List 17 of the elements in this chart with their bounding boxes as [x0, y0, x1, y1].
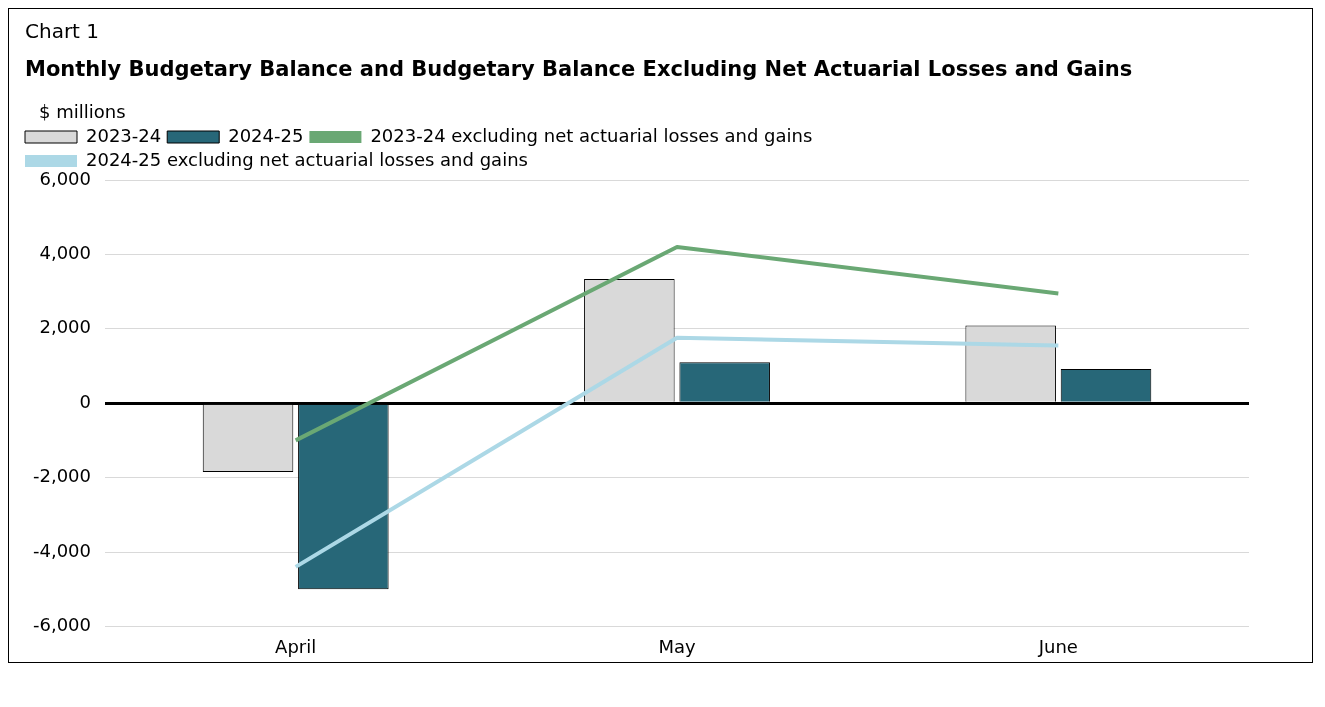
y-tick-label: -2,000 [32, 465, 92, 487]
legend-label: 2024-25 [228, 124, 304, 146]
y-tick-label: 0 [79, 390, 92, 412]
caption: Chart 1 [24, 18, 101, 43]
x-tick-label: April [275, 635, 317, 657]
y-tick-label: -4,000 [32, 539, 92, 561]
legend-label: 2024-25 excluding net actuarial losses and gains [86, 148, 528, 170]
y-tick-label: 4,000 [39, 242, 92, 264]
y-tick-label: 6,000 [39, 167, 92, 189]
y-tick-label: -6,000 [32, 614, 92, 636]
x-tick-label: May [658, 635, 696, 657]
y-tick-label: 2,000 [39, 316, 92, 338]
y-axis-title: $ millions [38, 100, 127, 122]
chart-title: Monthly Budgetary Balance and Budgetary Balance Excluding Net Actuarial Losses and Gains [24, 56, 1134, 81]
x-tick-label: June [1037, 635, 1078, 657]
legend-label: 2023-24 excluding net actuarial losses and gains [370, 124, 813, 146]
legend-label: 2023-24 [86, 124, 162, 146]
